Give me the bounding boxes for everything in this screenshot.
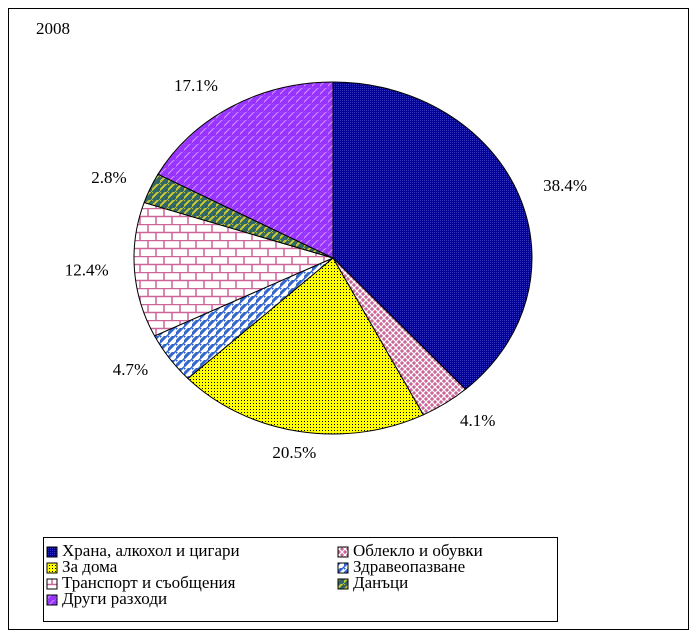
legend-label: За дома bbox=[62, 557, 118, 576]
legend-swatch bbox=[46, 562, 58, 574]
pie-slice bbox=[187, 257, 425, 435]
legend-label: Транспорт и съобщения bbox=[62, 573, 236, 592]
data-label: 17.1% bbox=[174, 76, 218, 95]
legend-swatch bbox=[337, 546, 349, 558]
chart-title: 2008 bbox=[36, 19, 70, 38]
pie-slice bbox=[157, 81, 334, 259]
legend-box bbox=[43, 537, 558, 622]
data-label: 2.8% bbox=[91, 168, 126, 187]
legend-label: Облекло и обувки bbox=[353, 541, 483, 560]
legend-label: Други разходи bbox=[62, 589, 167, 608]
legend-label: Здравеопазване bbox=[353, 557, 465, 576]
legend-swatch bbox=[46, 546, 58, 558]
legend-label: Храна, алкохол и цигари bbox=[62, 541, 240, 560]
data-label: 12.4% bbox=[65, 261, 109, 280]
data-label: 20.5% bbox=[272, 443, 316, 462]
legend-swatch bbox=[46, 594, 58, 606]
data-label: 4.1% bbox=[460, 411, 495, 430]
legend-swatch bbox=[337, 578, 349, 590]
data-label: 38.4% bbox=[543, 176, 587, 195]
legend-label: Данъци bbox=[353, 573, 408, 592]
data-label: 4.7% bbox=[113, 360, 148, 379]
legend-swatch bbox=[337, 562, 349, 574]
pie-slice bbox=[133, 201, 335, 337]
pie-slice bbox=[332, 81, 533, 390]
legend-swatch bbox=[46, 578, 58, 590]
